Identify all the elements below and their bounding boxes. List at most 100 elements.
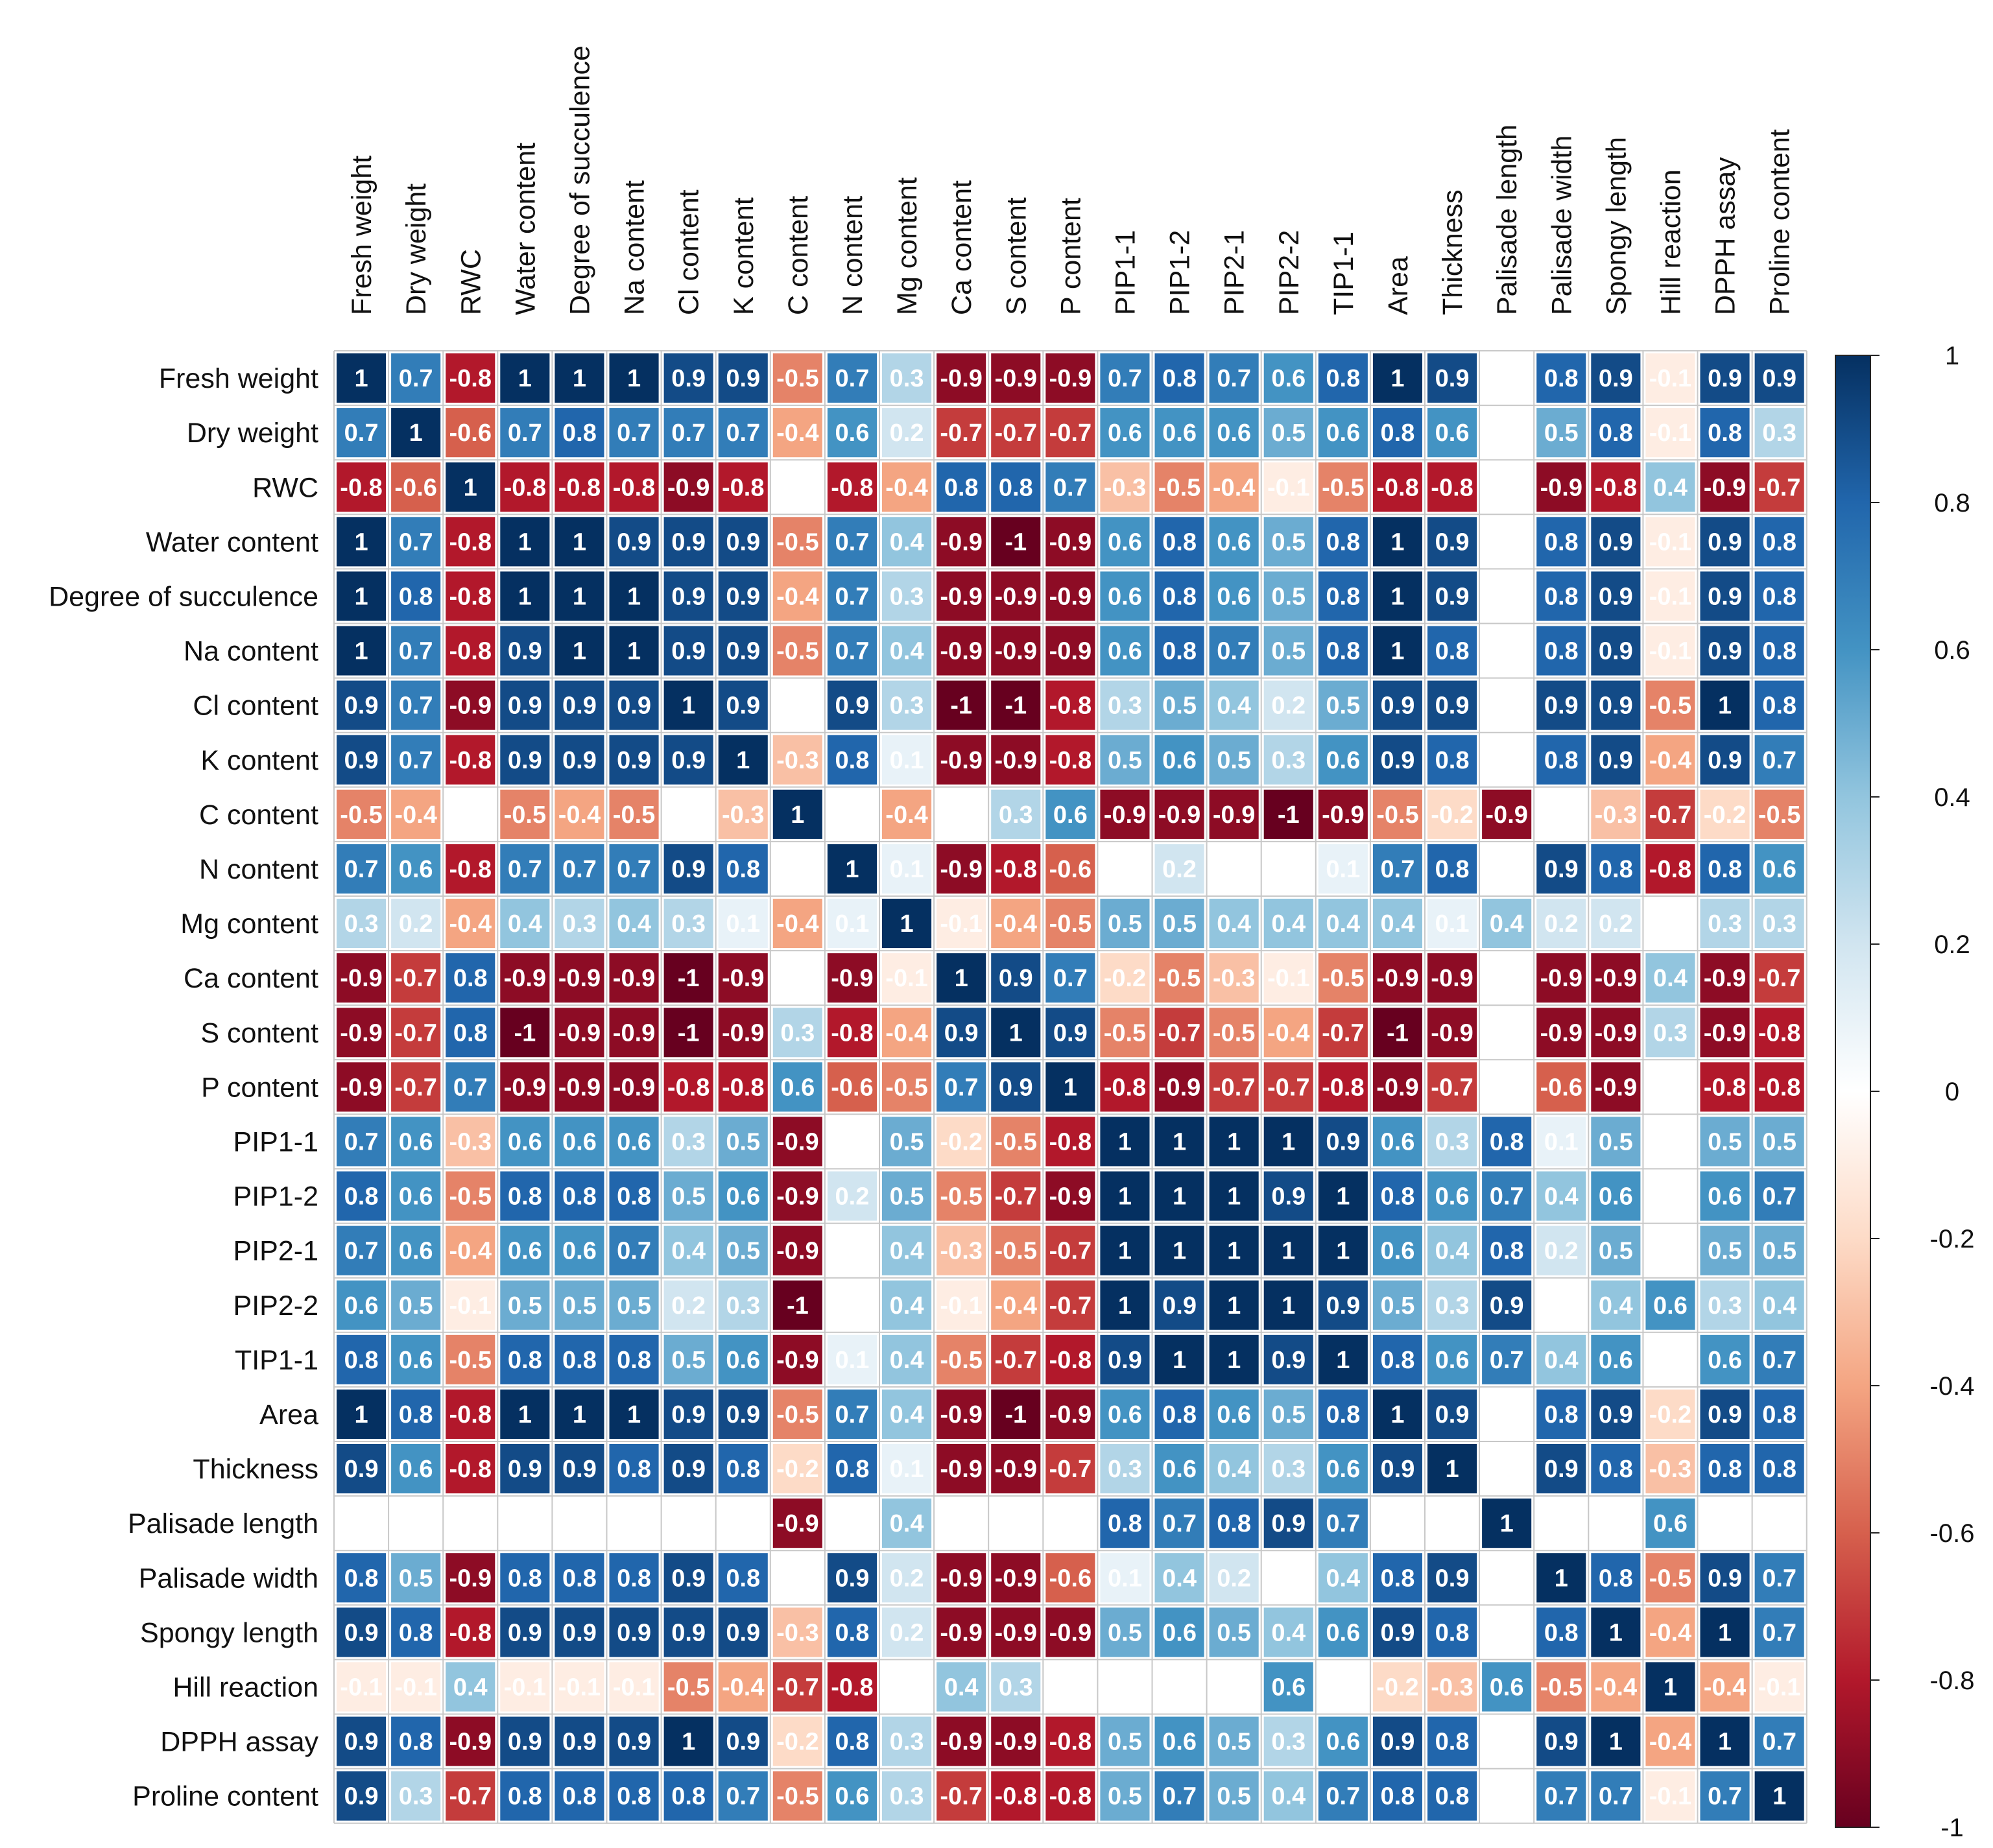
- heatmap-cell: [1645, 1607, 1695, 1657]
- cell-value-label: 0.9: [1599, 365, 1633, 392]
- heatmap-cell: [1482, 1171, 1532, 1221]
- heatmap-cell: [937, 1226, 986, 1275]
- cell-value-label: 0.8: [1217, 1510, 1251, 1537]
- cell-value-label: 0.4: [1217, 1456, 1251, 1483]
- cell-value-label: 0.6: [399, 1128, 433, 1155]
- heatmap-cell: [555, 953, 604, 1003]
- heatmap-cell: [718, 1607, 768, 1657]
- heatmap-cell: [337, 1607, 387, 1657]
- cell-value-label: -1: [787, 1292, 809, 1320]
- heatmap-cell: [1754, 735, 1804, 785]
- colorbar-tick-label: -0.4: [1930, 1372, 1975, 1401]
- heatmap-cell: [1372, 1716, 1422, 1766]
- row-label-palisade-length: Palisade length: [128, 1508, 318, 1539]
- heatmap-cell: [1700, 462, 1750, 512]
- heatmap-cell: [1100, 735, 1150, 785]
- cell-value-label: -0.6: [1049, 1565, 1092, 1592]
- heatmap-cell: [555, 1389, 604, 1439]
- cell-value-label: 0.8: [1381, 1347, 1415, 1374]
- cell-value-label: 0.6: [726, 1183, 760, 1211]
- cell-value-label: 0.1: [1326, 856, 1360, 883]
- cell-value-label: -0.2: [776, 1729, 818, 1756]
- heatmap-cell: [1045, 571, 1095, 621]
- cell-value-label: 0.9: [617, 693, 651, 720]
- heatmap-cell: [991, 353, 1041, 403]
- cell-value-label: 1: [1064, 1074, 1077, 1101]
- heatmap-cell: [772, 1334, 822, 1384]
- heatmap-cell: [718, 1171, 768, 1221]
- heatmap-cell: [1700, 408, 1750, 458]
- cell-value-label: -0.9: [1431, 1019, 1473, 1047]
- cell-value-label: 0.9: [1271, 1510, 1306, 1537]
- heatmap-cell: [1100, 1389, 1150, 1439]
- heatmap-cell: [609, 1062, 659, 1112]
- heatmap-cell: [391, 1771, 441, 1821]
- cell-value-label: -0.8: [1431, 474, 1473, 501]
- heatmap-cell: [882, 735, 932, 785]
- row-label-n-content: N content: [199, 854, 318, 885]
- cell-value-label: -0.9: [995, 747, 1037, 774]
- cell-value-label: 1: [1336, 1238, 1350, 1265]
- cell-value-label: 0.9: [562, 1729, 597, 1756]
- cell-value-label: 0.9: [1381, 1619, 1415, 1646]
- heatmap-cell: [1318, 517, 1368, 567]
- heatmap-cell: [1209, 1553, 1259, 1603]
- cell-value-label: 0.3: [890, 693, 924, 720]
- heatmap-cell: [1318, 571, 1368, 621]
- cell-value-label: 0.7: [1162, 1783, 1197, 1810]
- cell-value-label: 0.4: [944, 1674, 979, 1701]
- heatmap-cell: [1154, 899, 1204, 949]
- cell-value-label: -0.8: [449, 638, 492, 665]
- cell-value-label: 0.7: [1762, 1619, 1796, 1646]
- cell-value-label: -0.1: [885, 965, 927, 992]
- heatmap-cell: [663, 953, 713, 1003]
- heatmap-cell: [1754, 1117, 1804, 1167]
- cell-value-label: 0.4: [890, 528, 924, 556]
- cell-value-label: 0.7: [399, 747, 433, 774]
- cell-value-label: 0.9: [671, 747, 706, 774]
- cell-value-label: 0.1: [1108, 1565, 1142, 1592]
- cell-value-label: 0.9: [344, 1456, 379, 1483]
- heatmap-cell: [1154, 626, 1204, 676]
- cell-value-label: 0.6: [1108, 1401, 1142, 1428]
- cell-value-label: -0.7: [1213, 1074, 1255, 1101]
- heatmap-cell: [1427, 735, 1477, 785]
- heatmap-cell: [772, 1062, 822, 1112]
- cell-value-label: 0.9: [671, 856, 706, 883]
- heatmap-cell: [827, 680, 877, 730]
- cell-value-label: 0.2: [890, 420, 924, 447]
- column-label-na-content: Na content: [619, 180, 650, 315]
- cell-value-label: 0.6: [399, 1456, 433, 1483]
- cell-value-label: -0.7: [995, 1183, 1037, 1211]
- heatmap-cell: [337, 789, 387, 839]
- colorbar-tick-label: 0.2: [1934, 930, 1970, 959]
- cell-value-label: -0.5: [885, 1074, 927, 1101]
- cell-value-label: -0.4: [776, 583, 818, 610]
- heatmap-cell: [1263, 1771, 1313, 1821]
- cell-value-label: 0.5: [1708, 1238, 1742, 1265]
- cell-value-label: -0.8: [995, 856, 1037, 883]
- heatmap-cell: [1263, 1226, 1313, 1275]
- cell-value-label: -0.9: [940, 1565, 982, 1592]
- cell-value-label: 0.8: [617, 1456, 651, 1483]
- cell-value-label: -0.4: [449, 1238, 492, 1265]
- heatmap-cell: [1700, 517, 1750, 567]
- cell-value-label: -0.8: [449, 365, 492, 392]
- cell-value-label: 0.6: [835, 1783, 870, 1810]
- heatmap-cell: [1700, 1662, 1750, 1712]
- heatmap-cell: [391, 1226, 441, 1275]
- cell-value-label: 0.8: [1708, 420, 1742, 447]
- heatmap-cell: [1591, 408, 1641, 458]
- cell-value-label: 0.8: [453, 965, 488, 992]
- heatmap-cell: [1700, 1389, 1750, 1439]
- cell-value-label: 0.5: [890, 1183, 924, 1211]
- heatmap-cell: [337, 1553, 387, 1603]
- heatmap-cell: [1754, 1280, 1804, 1330]
- heatmap-cell: [663, 408, 713, 458]
- cell-value-label: -0.9: [558, 1074, 601, 1101]
- heatmap-cell: [609, 462, 659, 512]
- cell-value-label: -0.1: [1649, 1783, 1691, 1810]
- heatmap-cell: [1536, 953, 1586, 1003]
- heatmap-cell: [391, 953, 441, 1003]
- cell-value-label: 0.3: [1653, 1019, 1688, 1047]
